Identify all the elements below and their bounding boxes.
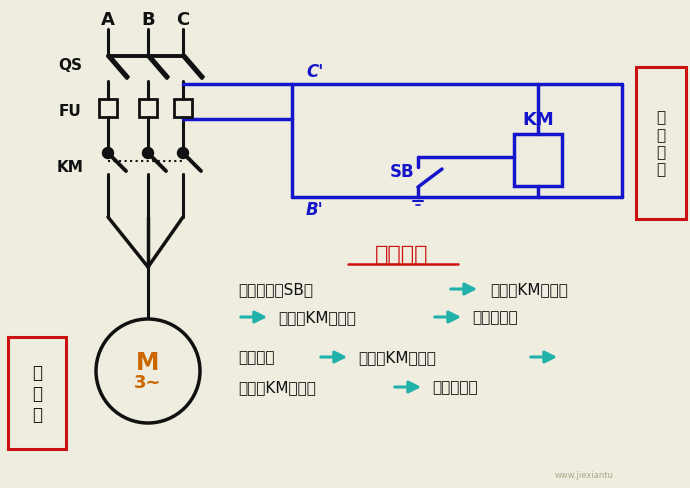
Text: 线圈（KM）通电: 线圈（KM）通电 xyxy=(490,282,568,297)
Text: B': B' xyxy=(306,201,324,219)
Bar xyxy=(99,100,117,118)
Bar xyxy=(514,135,562,186)
Text: B: B xyxy=(141,11,155,29)
Text: 主
电
路: 主 电 路 xyxy=(32,364,42,423)
Text: 动作过程: 动作过程 xyxy=(375,244,428,264)
Text: 线圈（KM）断电: 线圈（KM）断电 xyxy=(358,350,436,365)
Text: C: C xyxy=(177,11,190,29)
Text: KM: KM xyxy=(57,160,83,175)
Text: KM: KM xyxy=(522,111,554,129)
Bar xyxy=(139,100,157,118)
Bar xyxy=(8,337,66,449)
Text: 3~: 3~ xyxy=(135,373,161,391)
Text: 控
制
电
路: 控 制 电 路 xyxy=(656,110,666,177)
Text: 触头（KM）打开: 触头（KM）打开 xyxy=(238,380,316,395)
Text: FU: FU xyxy=(59,104,81,119)
Text: A: A xyxy=(101,11,115,29)
Text: 按下按鈕（SB）: 按下按鈕（SB） xyxy=(238,282,313,297)
Bar xyxy=(636,68,686,220)
Text: SB: SB xyxy=(390,163,414,181)
Text: www.jiexiantu: www.jiexiantu xyxy=(555,470,614,480)
Text: 电机停转。: 电机停转。 xyxy=(432,380,477,395)
Circle shape xyxy=(177,148,188,159)
Text: 电机转动；: 电机转动； xyxy=(472,310,518,325)
Text: 按鈕松开: 按鈕松开 xyxy=(238,350,275,365)
Text: C': C' xyxy=(306,63,324,81)
Text: 触头（KM）闭合: 触头（KM）闭合 xyxy=(278,310,356,325)
Bar xyxy=(174,100,192,118)
Circle shape xyxy=(103,148,113,159)
Text: QS: QS xyxy=(58,58,82,72)
Circle shape xyxy=(143,148,153,159)
Text: M: M xyxy=(137,350,159,374)
